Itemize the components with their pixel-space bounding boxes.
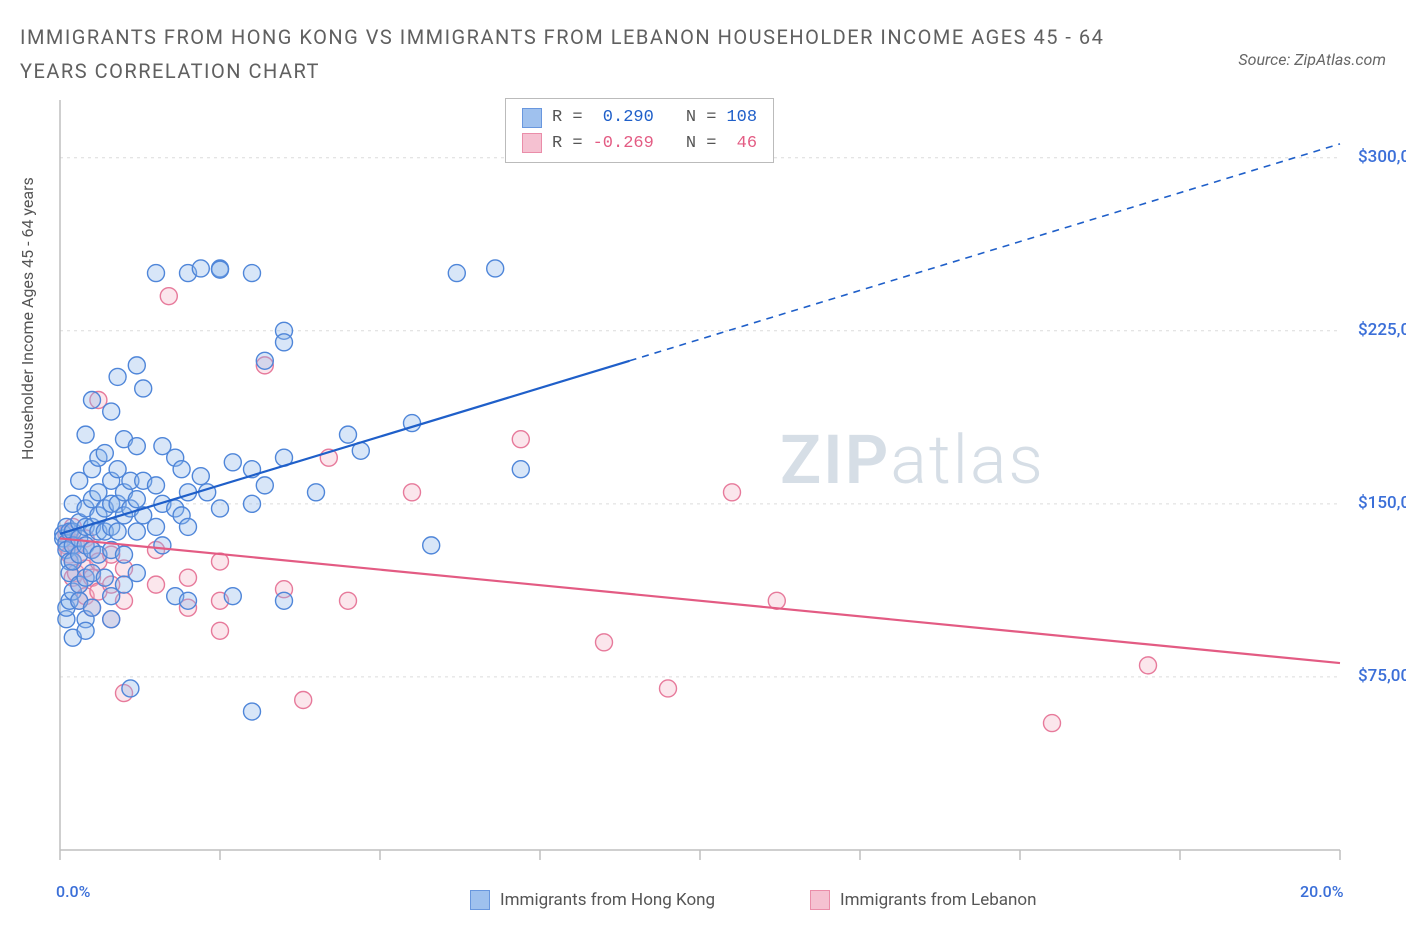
bottom-legend-item: Immigrants from Hong Kong bbox=[470, 890, 715, 910]
legend-series-label: Immigrants from Hong Kong bbox=[500, 890, 715, 910]
x-tick-label: 0.0% bbox=[56, 882, 90, 901]
legend-n-label: N = bbox=[686, 131, 717, 157]
y-axis-label: Householder Income Ages 45 - 64 years bbox=[18, 177, 37, 460]
bottom-legend-item: Immigrants from Lebanon bbox=[810, 890, 1037, 910]
legend-n-value: 46 bbox=[726, 131, 757, 157]
y-tick-label: $75,000 bbox=[1358, 666, 1406, 686]
legend-r-value: -0.269 bbox=[593, 131, 654, 157]
legend-correlation-box: R = 0.290 N = 108 R = -0.269 N = 46 bbox=[505, 98, 774, 163]
legend-swatch bbox=[470, 890, 490, 910]
plot-area: ZIPatlas R = 0.290N =108R =-0.269N = 46 … bbox=[60, 100, 1340, 850]
y-tick-label: $150,000 bbox=[1358, 493, 1406, 513]
legend-row: R = -0.269 N = 46 bbox=[522, 131, 757, 157]
legend-series-label: Immigrants from Lebanon bbox=[840, 890, 1037, 910]
y-tick-label: $300,000 bbox=[1358, 147, 1406, 167]
legend-r-value: 0.290 bbox=[593, 105, 654, 131]
legend-swatch bbox=[522, 108, 542, 128]
x-tick-label: 20.0% bbox=[1300, 882, 1344, 901]
chart-title: IMMIGRANTS FROM HONG KONG VS IMMIGRANTS … bbox=[20, 20, 1170, 88]
legend-n-value: 108 bbox=[726, 105, 757, 131]
legend-row: R = 0.290 N = 108 bbox=[522, 105, 757, 131]
y-tick-label: $225,000 bbox=[1358, 320, 1406, 340]
chart-container: IMMIGRANTS FROM HONG KONG VS IMMIGRANTS … bbox=[0, 0, 1406, 930]
legend-swatch bbox=[810, 890, 830, 910]
legend-swatch bbox=[522, 133, 542, 153]
legend-n-label: N = bbox=[686, 105, 717, 131]
source-label: Source: ZipAtlas.com bbox=[1238, 50, 1386, 69]
scatter-svg bbox=[60, 100, 1340, 920]
legend-r-label: R = bbox=[552, 105, 583, 131]
legend-r-label: R = bbox=[552, 131, 583, 157]
